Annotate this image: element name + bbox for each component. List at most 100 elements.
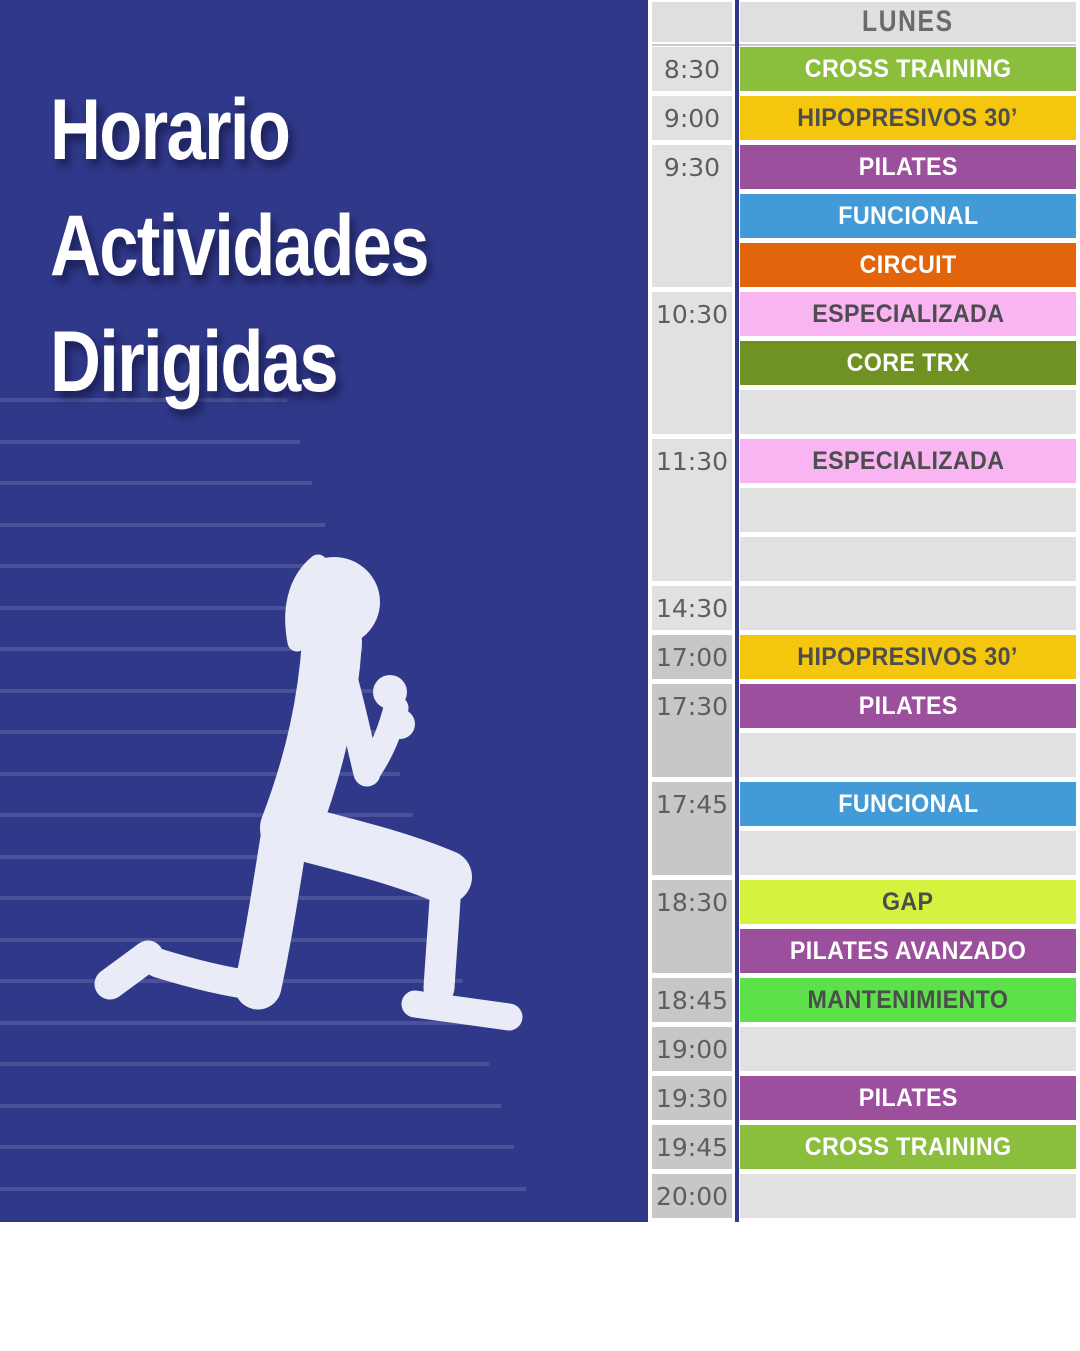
speed-line: [0, 688, 376, 693]
activity-label: CORE TRX: [846, 348, 970, 377]
activity-label: HIPOPRESIVOS 30’: [797, 103, 1019, 132]
time-slot: 8:30: [652, 47, 732, 91]
time-header-spacer: [652, 2, 732, 42]
activity-bar: PILATES: [740, 145, 1076, 189]
time-label: 19:00: [655, 1034, 729, 1064]
title-line-1: Horario: [50, 82, 291, 178]
time-slot: 9:00: [652, 96, 732, 140]
activity-label: CROSS TRAINING: [804, 54, 1012, 83]
empty-bar: [740, 831, 1076, 875]
day-header: LUNES: [740, 2, 1076, 42]
time-slot: 11:30: [652, 439, 732, 581]
column-divider: [735, 0, 739, 1222]
left-panel: Horario Actividades Dirigidas: [0, 0, 648, 1222]
time-slot: 14:30: [652, 586, 732, 630]
speed-line: [0, 647, 363, 651]
time-slot: 19:30: [652, 1076, 732, 1120]
speed-line: [0, 1186, 527, 1191]
activity-label: PILATES: [858, 1083, 958, 1112]
activity-bar: PILATES: [740, 1076, 1076, 1120]
time-label: 19:30: [655, 1083, 729, 1113]
time-label: 19:45: [655, 1132, 729, 1162]
time-label: 8:30: [663, 54, 721, 84]
empty-bar: [740, 390, 1076, 434]
speed-line: [0, 439, 300, 444]
time-label: 17:00: [655, 642, 729, 672]
activity-bar: MANTENIMIENTO: [740, 978, 1076, 1022]
activity-bar: PILATES: [740, 684, 1076, 728]
time-slot: 19:00: [652, 1027, 732, 1071]
time-label: 10:30: [655, 299, 729, 329]
title-line-3: Dirigidas: [50, 314, 339, 410]
activity-label: PILATES: [858, 152, 958, 181]
speed-line: [0, 1103, 502, 1108]
exercising-woman-silhouette-icon: [94, 554, 523, 1031]
time-label: 14:30: [655, 593, 729, 623]
speed-line: [0, 854, 426, 859]
activity-bar: ESPECIALIZADA: [740, 439, 1076, 483]
time-slot: 18:30: [652, 880, 732, 973]
time-slot: 17:45: [652, 782, 732, 875]
time-slot: 17:30: [652, 684, 732, 777]
time-label: 11:30: [655, 446, 729, 476]
footer: AJUNTAMENT DE VALÈNCIA Fundación Deporti…: [0, 1222, 1080, 1351]
activity-label: FUNCIONAL: [837, 201, 979, 230]
activity-label: ESPECIALIZADA: [811, 299, 1005, 328]
activity-bar: HIPOPRESIVOS 30’: [740, 635, 1076, 679]
speed-line: [0, 937, 451, 942]
activity-label: CROSS TRAINING: [804, 1132, 1012, 1161]
speed-line: [0, 398, 287, 402]
speed-line: [0, 522, 325, 527]
activity-label: PILATES: [858, 691, 958, 720]
speed-line: [0, 896, 439, 900]
speed-line: [0, 481, 313, 485]
activity-label: CIRCUIT: [859, 250, 957, 279]
time-slot: 19:45: [652, 1125, 732, 1169]
activity-bar: HIPOPRESIVOS 30’: [740, 96, 1076, 140]
activity-label: GAP: [882, 887, 934, 916]
activity-bar: FUNCIONAL: [740, 782, 1076, 826]
speed-line: [0, 605, 350, 610]
day-header-label: LUNES: [862, 5, 954, 38]
activity-bar: GAP: [740, 880, 1076, 924]
activity-bar: FUNCIONAL: [740, 194, 1076, 238]
time-slot: 17:00: [652, 635, 732, 679]
activity-bar: CORE TRX: [740, 341, 1076, 385]
speed-line: [0, 771, 401, 776]
empty-bar: [740, 1027, 1076, 1071]
activity-bar: CROSS TRAINING: [740, 1125, 1076, 1169]
activity-label: ESPECIALIZADA: [811, 446, 1005, 475]
speed-line: [0, 813, 413, 817]
time-slot: 9:30: [652, 145, 732, 287]
speed-line: [0, 1020, 476, 1025]
activity-bar: ESPECIALIZADA: [740, 292, 1076, 336]
activity-bar: CIRCUIT: [740, 243, 1076, 287]
empty-bar: [740, 586, 1076, 630]
empty-bar: [740, 537, 1076, 581]
header-underline: [652, 44, 1076, 46]
speed-line: [0, 1062, 489, 1066]
page-title: Horario Actividades Dirigidas: [50, 72, 511, 420]
speed-line: [0, 1145, 514, 1149]
time-label: 18:45: [655, 985, 729, 1015]
time-label: 18:30: [655, 887, 729, 917]
activity-bar: PILATES AVANZADO: [740, 929, 1076, 973]
time-slot: 10:30: [652, 292, 732, 434]
activity-bar: CROSS TRAINING: [740, 47, 1076, 91]
activity-label: FUNCIONAL: [837, 789, 979, 818]
time-label: 17:30: [655, 691, 729, 721]
activity-label: PILATES AVANZADO: [789, 936, 1027, 965]
time-label: 20:00: [655, 1181, 729, 1211]
time-slot: 20:00: [652, 1174, 732, 1218]
empty-bar: [740, 1174, 1076, 1218]
time-slot: 18:45: [652, 978, 732, 1022]
empty-bar: [740, 488, 1076, 532]
time-label: 17:45: [655, 789, 729, 819]
speed-line: [0, 730, 388, 734]
activity-label: MANTENIMIENTO: [807, 985, 1009, 1014]
speed-line: [0, 564, 338, 568]
time-label: 9:30: [663, 152, 721, 182]
activity-label: HIPOPRESIVOS 30’: [797, 642, 1019, 671]
title-line-2: Actividades: [50, 198, 429, 294]
